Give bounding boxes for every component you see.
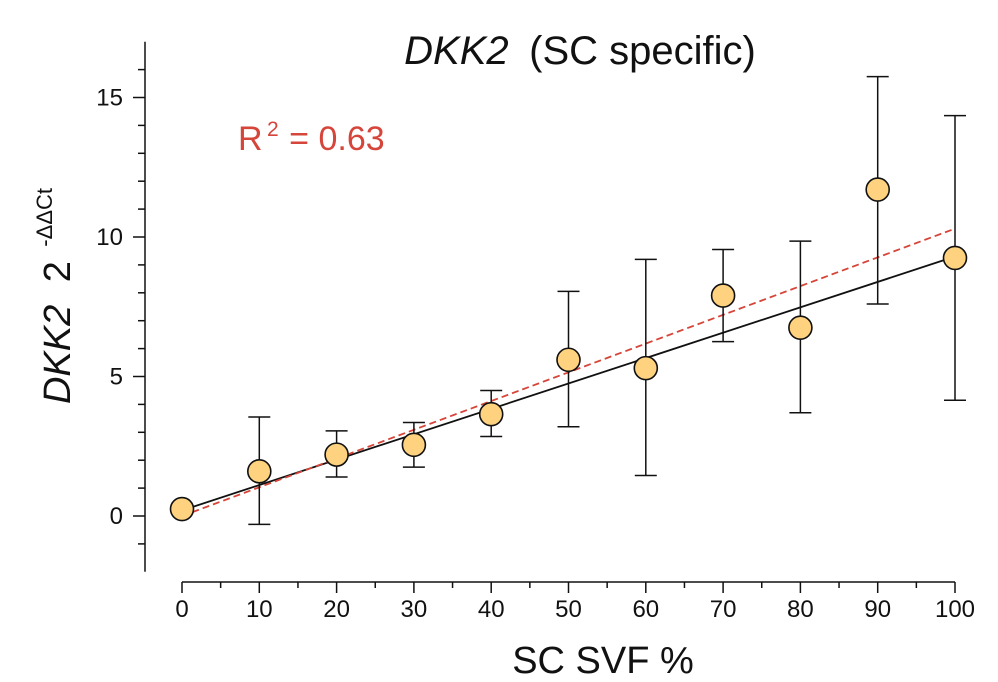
y-tick-label: 10 bbox=[96, 224, 123, 251]
data-point bbox=[865, 177, 891, 202]
x-tick-label: 80 bbox=[787, 596, 814, 623]
r2-superscript: 2 bbox=[267, 118, 279, 141]
chart-title: DKK2 (SC specific) bbox=[404, 29, 756, 73]
data-point bbox=[556, 347, 581, 373]
y-axis-label-gene: DKK2 bbox=[37, 305, 79, 404]
data-point bbox=[246, 459, 272, 484]
y-axis-label: DKK2 2 -ΔΔCt bbox=[32, 188, 79, 404]
x-tick-label: 30 bbox=[401, 596, 428, 623]
x-tick-label: 50 bbox=[555, 596, 582, 623]
r2-label: R bbox=[238, 120, 263, 158]
data-point bbox=[788, 315, 813, 340]
data-point bbox=[478, 401, 504, 427]
data-point bbox=[401, 432, 427, 458]
error-bars bbox=[248, 75, 966, 526]
data-point bbox=[169, 496, 195, 522]
data-point bbox=[633, 355, 659, 381]
y-tick-label: 5 bbox=[110, 364, 123, 391]
y-axis-label-superscript: -ΔΔCt bbox=[32, 188, 57, 247]
x-tick-label: 60 bbox=[632, 596, 659, 623]
x-tick-label: 100 bbox=[935, 596, 975, 623]
axes: 0 5 10 15 0 10 20 30 40 50 60 70 80 90 100 bbox=[96, 41, 975, 623]
y-axis-label-base: 2 bbox=[37, 261, 79, 282]
r2-value: = 0.63 bbox=[289, 120, 384, 158]
data-point bbox=[710, 283, 736, 308]
y-tick-label: 15 bbox=[96, 85, 123, 112]
x-tick-label: 10 bbox=[246, 596, 273, 623]
x-axis-label: SC SVF % bbox=[512, 640, 694, 682]
data-points bbox=[169, 177, 968, 522]
y-tick-label: 0 bbox=[110, 503, 123, 530]
data-point bbox=[324, 442, 349, 467]
x-tick-label: 90 bbox=[864, 596, 891, 623]
x-tick-label: 0 bbox=[175, 596, 188, 623]
x-tick-label: 40 bbox=[478, 596, 505, 623]
x-tick-label: 20 bbox=[323, 596, 350, 623]
chart-title-gene: DKK2 bbox=[404, 29, 509, 73]
chart-title-suffix: (SC specific) bbox=[529, 29, 756, 73]
r2-annotation: R 2 = 0.63 bbox=[238, 118, 385, 158]
x-tick-label: 70 bbox=[710, 596, 737, 623]
data-point bbox=[942, 245, 968, 271]
